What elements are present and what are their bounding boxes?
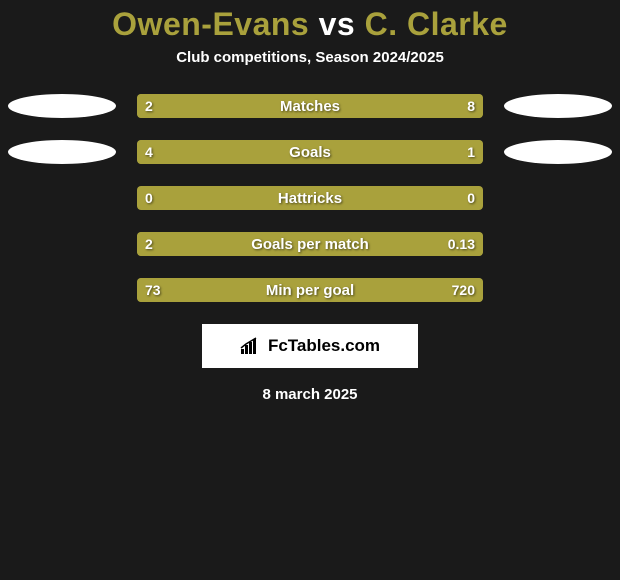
stats-container: 28Matches 41Goals 0 0Hattricks 20.13Goals pe…: [0, 94, 620, 302]
bar-segment-right: [414, 140, 483, 164]
bar-segment-left: [137, 140, 414, 164]
stat-label: Hattricks: [137, 186, 483, 210]
subtitle: Club competitions, Season 2024/2025: [0, 49, 620, 94]
stat-bar: 73720Min per goal: [137, 278, 483, 302]
title-player2: C. Clarke: [365, 6, 508, 42]
team-badge-right: [504, 140, 612, 164]
bar-segment-right: [206, 94, 483, 118]
bar-segment-left: [137, 232, 462, 256]
stat-bar: 28Matches: [137, 94, 483, 118]
team-badge-right: [504, 94, 612, 118]
bar-segment-right: [462, 232, 483, 256]
stat-row: 20.13Goals per match: [0, 232, 620, 256]
stat-row: 41Goals: [0, 140, 620, 164]
bar-segment-right: [168, 278, 483, 302]
stat-row: 0 0Hattricks: [0, 186, 620, 210]
stat-value-right: 0: [467, 186, 475, 210]
stat-value-left: 0: [145, 186, 153, 210]
brand-card: FcTables.com: [202, 324, 418, 368]
comparison-title: Owen-Evans vs C. Clarke: [0, 0, 620, 49]
bar-segment-left: [137, 94, 206, 118]
title-player1: Owen-Evans: [112, 6, 309, 42]
team-badge-left: [8, 140, 116, 164]
title-vs: vs: [319, 6, 356, 42]
stat-bar: 0 0Hattricks: [137, 186, 483, 210]
bar-chart-icon: [240, 337, 262, 355]
stat-row: 73720Min per goal: [0, 278, 620, 302]
team-badge-left: [8, 94, 116, 118]
date-label: 8 march 2025: [0, 386, 620, 403]
stat-row: 28Matches: [0, 94, 620, 118]
stat-bar: 41Goals: [137, 140, 483, 164]
bar-segment-left: [137, 278, 168, 302]
brand-text: FcTables.com: [268, 336, 380, 356]
stat-bar: 20.13Goals per match: [137, 232, 483, 256]
